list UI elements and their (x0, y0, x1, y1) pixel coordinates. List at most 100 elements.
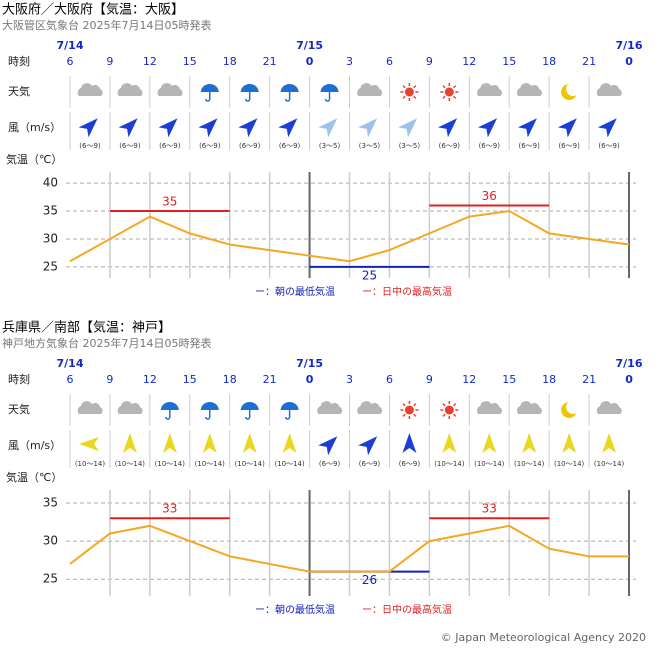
hour-label: 15 (502, 55, 516, 68)
hour-label: 12 (462, 55, 476, 68)
row-label: 天気 (8, 84, 30, 98)
wind-arrow (78, 437, 99, 451)
wind-arrow-shape (522, 433, 537, 453)
weather-icon (320, 84, 339, 102)
weather-icon (77, 401, 103, 414)
wind-speed: (10～14) (155, 460, 186, 468)
wind-arrow-shape (78, 118, 98, 138)
hour-label: 6 (67, 373, 74, 386)
hour-label: 12 (462, 373, 476, 386)
umbrella (280, 402, 299, 410)
wind-speed: (10～14) (115, 460, 146, 468)
hour-label: 21 (263, 373, 277, 386)
hour-label: 6 (386, 373, 393, 386)
wind-arrow (557, 118, 577, 138)
umbrella (240, 84, 259, 92)
weather-icon (400, 83, 419, 101)
cloud (157, 83, 183, 96)
wind-arrow-shape (482, 433, 497, 453)
sun (404, 405, 414, 415)
temperature-line (69, 524, 630, 573)
wind-arrow-shape (122, 433, 137, 453)
hour-label: 9 (426, 373, 433, 386)
wind-arrow (242, 433, 257, 453)
weather-icon (160, 402, 179, 420)
wind-arrow-shape (398, 118, 418, 138)
wind-arrow (162, 433, 177, 453)
sun-ray (402, 403, 406, 407)
sun-ray (442, 403, 446, 407)
date-label: 7/16 (616, 39, 643, 52)
wind-arrow (562, 433, 577, 453)
wind-speed: (6～9) (319, 460, 341, 468)
wind-speed: (6～9) (79, 142, 101, 150)
wind-arrow-shape (238, 118, 258, 138)
legend-entry: ー：日中の最高気温 (362, 603, 452, 616)
hour-label: 12 (143, 373, 157, 386)
y-tick-label: 35 (43, 204, 58, 218)
weather-icon (77, 83, 103, 96)
sun-ray (413, 413, 417, 417)
legend-entry: ー：朝の最低気温 (255, 285, 335, 298)
wind-arrow (202, 433, 217, 453)
sun-ray (442, 85, 446, 89)
weather-icon (516, 83, 542, 96)
wind-arrow (442, 433, 457, 453)
hour-label: 0 (306, 373, 314, 386)
weather-icon (561, 400, 581, 418)
date-label: 7/15 (296, 357, 323, 370)
wind-speed: (6～9) (558, 142, 580, 150)
wind-arrow-shape (158, 118, 178, 138)
weather-icon (357, 401, 383, 414)
sun-ray (442, 413, 446, 417)
sun-ray (453, 85, 457, 89)
y-tick-label: 35 (43, 495, 58, 509)
wind-arrow-shape (557, 118, 577, 138)
weather-icon (280, 84, 299, 102)
y-tick-label: 30 (43, 231, 58, 245)
cloud (117, 83, 143, 96)
weather-icon (596, 83, 622, 96)
wind-speed: (10～14) (274, 460, 305, 468)
wind-arrow-shape (442, 433, 457, 453)
umbrella-handle (244, 92, 251, 102)
weather-icon (477, 83, 502, 96)
wind-arrow (318, 436, 338, 456)
umbrella-handle (284, 410, 291, 420)
hour-label: 12 (143, 55, 157, 68)
cloud (77, 401, 103, 414)
wind-arrow-shape (562, 433, 577, 453)
panel-title: 兵庫県／南部【気温：神戸】 (2, 320, 171, 336)
wind-arrow-shape (242, 433, 257, 453)
wind-arrow-shape (278, 118, 298, 138)
row-label: 風（m/s） (8, 439, 61, 452)
wind-arrow-shape (318, 436, 338, 456)
hour-label: 18 (223, 55, 237, 68)
umbrella-handle (205, 92, 211, 102)
wind-speed: (6～9) (199, 142, 221, 150)
wind-speed: (10～14) (554, 460, 585, 468)
cloud (117, 401, 143, 414)
wind-speed: (6～9) (279, 142, 301, 150)
wind-arrow-shape (202, 433, 217, 453)
wind-arrow-shape (162, 433, 177, 453)
weather-icon (317, 401, 343, 414)
weather-icon (357, 83, 383, 96)
weather-icon (280, 402, 299, 420)
wind-arrow (477, 118, 498, 138)
hour-label: 3 (346, 55, 353, 68)
wind-arrow-shape (597, 118, 617, 138)
row-label: 風（m/s） (8, 121, 61, 134)
extreme-label: 25 (362, 268, 377, 282)
wind-arrow (282, 433, 297, 453)
row-label: 気温（℃） (6, 470, 62, 484)
umbrella (320, 84, 339, 92)
wind-speed: (3～5) (319, 142, 341, 150)
extreme-label: 26 (362, 573, 377, 587)
wind-arrow (238, 118, 258, 138)
sun-ray (442, 95, 446, 99)
wind-arrow (482, 433, 497, 453)
hour-label: 21 (263, 55, 277, 68)
wind-arrow-shape (602, 433, 617, 453)
hour-label: 15 (183, 373, 197, 386)
